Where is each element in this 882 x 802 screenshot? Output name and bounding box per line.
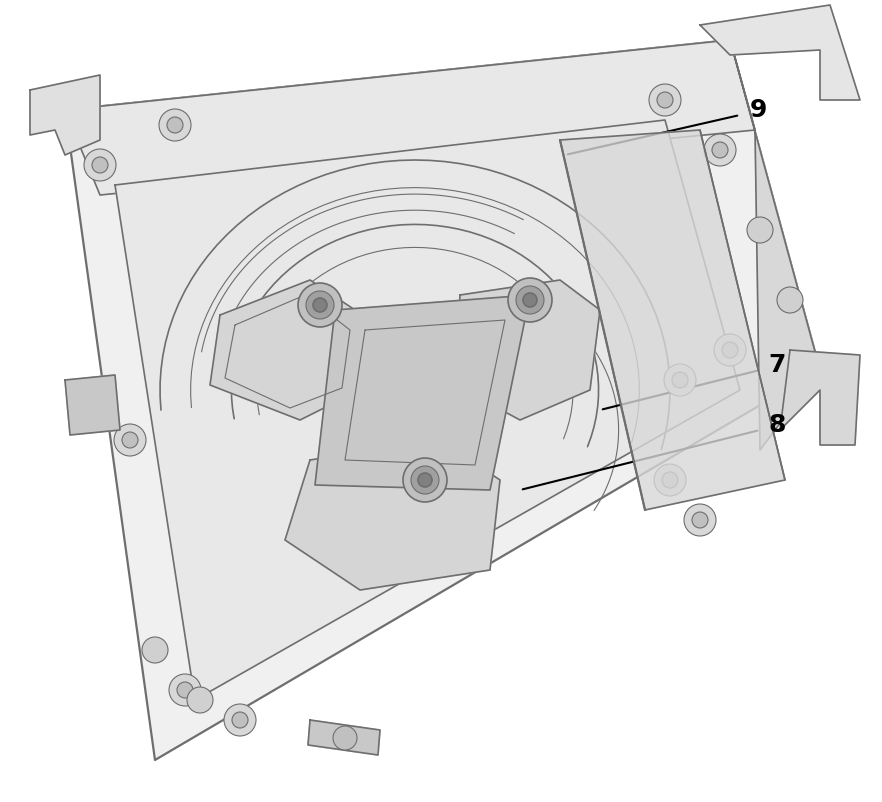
Circle shape (306, 291, 334, 319)
Circle shape (664, 364, 696, 396)
Circle shape (84, 384, 116, 416)
Polygon shape (65, 375, 120, 435)
Polygon shape (65, 40, 820, 760)
Polygon shape (315, 295, 530, 490)
Polygon shape (780, 350, 860, 445)
Circle shape (692, 512, 708, 528)
Circle shape (714, 334, 746, 366)
Circle shape (159, 109, 191, 141)
Circle shape (662, 472, 678, 488)
Text: 9: 9 (750, 98, 767, 122)
Text: 7: 7 (768, 353, 785, 377)
Circle shape (169, 674, 201, 706)
Circle shape (418, 473, 432, 487)
Circle shape (114, 424, 146, 456)
Circle shape (167, 117, 183, 133)
Circle shape (142, 637, 168, 663)
Circle shape (777, 287, 803, 313)
Circle shape (298, 283, 342, 327)
Circle shape (122, 432, 138, 448)
Circle shape (722, 342, 738, 358)
Polygon shape (455, 280, 600, 420)
Circle shape (333, 726, 357, 750)
Polygon shape (210, 280, 370, 420)
Circle shape (232, 712, 248, 728)
Circle shape (672, 372, 688, 388)
Polygon shape (308, 720, 380, 755)
Circle shape (508, 278, 552, 322)
Polygon shape (730, 40, 820, 450)
Polygon shape (30, 75, 100, 155)
Polygon shape (700, 5, 860, 100)
Circle shape (84, 149, 116, 181)
Polygon shape (285, 440, 500, 590)
Circle shape (747, 217, 773, 243)
Polygon shape (560, 130, 785, 510)
Polygon shape (65, 40, 755, 195)
Circle shape (177, 682, 193, 698)
Circle shape (313, 298, 327, 312)
Circle shape (712, 142, 728, 158)
Circle shape (704, 134, 736, 166)
Circle shape (523, 293, 537, 307)
Circle shape (649, 84, 681, 116)
Polygon shape (115, 120, 740, 700)
Text: 8: 8 (768, 413, 785, 437)
Circle shape (187, 687, 213, 713)
Circle shape (516, 286, 544, 314)
Circle shape (654, 464, 686, 496)
Circle shape (684, 504, 716, 536)
Circle shape (411, 466, 439, 494)
Circle shape (92, 392, 108, 408)
Circle shape (657, 92, 673, 108)
Circle shape (92, 157, 108, 173)
Circle shape (403, 458, 447, 502)
Circle shape (224, 704, 256, 736)
